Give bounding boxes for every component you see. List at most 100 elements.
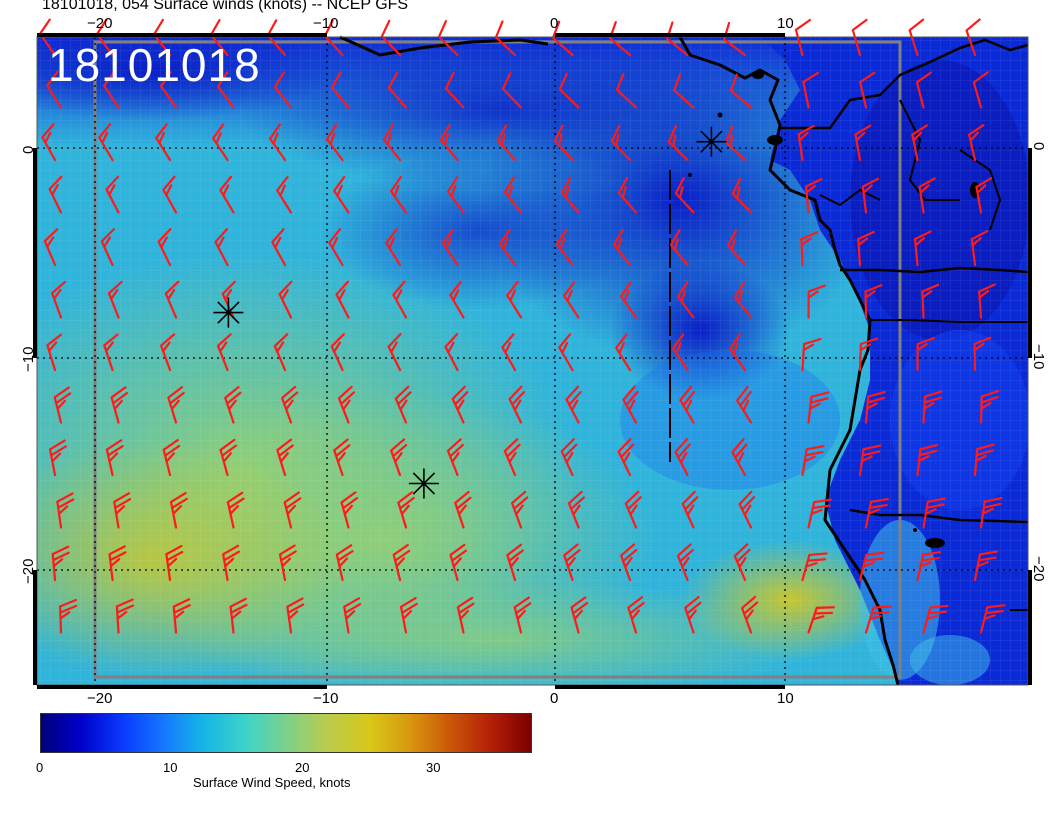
wind-barb [807,606,835,634]
wind-barb [674,438,691,477]
wind-barb [567,490,585,529]
wind-barb [268,123,287,162]
wind-barb [733,543,751,582]
wind-barb [681,490,699,529]
wind-barb [612,228,632,267]
wind-barb [212,123,229,162]
wind-barb [864,605,892,634]
wind-barb [800,231,819,267]
wind-barb [794,18,812,57]
wind-barb [155,123,172,162]
wind-barb [503,176,523,214]
wind-barb [560,438,578,477]
wind-barb [394,385,412,424]
wind-barb [922,604,949,634]
wind-barb [162,438,181,477]
wind-barb [851,18,868,57]
x-tick-top-1: −20 [87,15,112,32]
wind-barb [103,333,119,372]
wind-barb [333,438,351,477]
wind-barb [624,490,642,529]
wind-barb [162,175,178,214]
wind-barb [617,438,635,477]
wind-barb [674,176,695,214]
wind-barb [496,124,517,162]
x-tick-bottom-1: −20 [87,690,112,707]
wind-barb [563,543,581,582]
wind-barb [226,491,245,529]
map-title: 18101018, 054 Surface winds (knots) -- N… [42,0,409,13]
wind-barb [979,496,1003,529]
wind-barb [858,444,882,477]
x-tick-bottom-2: −10 [313,690,338,707]
wind-barb [506,280,523,319]
wind-barb [444,333,459,372]
wind-barb [115,598,134,634]
wind-barb [864,390,886,424]
wind-barb [669,229,689,267]
wind-barb [281,385,299,424]
wind-barb [397,491,415,529]
wind-barb [337,385,355,424]
wind-barb [672,73,695,109]
wind-barb [58,598,78,634]
x-tick-top-4: 10 [777,15,794,32]
wind-barb [915,71,933,109]
wind-barb [152,18,172,57]
wind-barb [911,124,928,162]
wind-barb [728,333,747,372]
wind-barb [804,178,823,214]
wind-barb [503,438,521,477]
wind-barb [970,230,989,267]
wind-barbs [38,18,1006,634]
wind-barb [222,544,241,582]
wind-barb [451,385,469,424]
wind-barb [672,333,689,372]
wind-barb [343,597,362,634]
wind-barb [610,124,632,162]
wind-barb [975,177,993,214]
colorbar [40,713,532,753]
colorbar-tick-10: 10 [163,760,178,775]
wind-barb [501,72,523,109]
wind-barb [858,337,879,372]
wind-barb [276,175,293,214]
wind-barb [53,386,72,424]
wind-barb [676,281,695,319]
wind-barb [807,284,826,319]
wind-barb [801,552,828,582]
wind-barb [922,390,943,424]
wind-barb [169,491,188,529]
y-tick-right-3: −20 [1030,556,1047,581]
wind-barb [107,280,123,319]
wind-barb [916,337,935,372]
marker-west [213,297,244,328]
wind-barb [511,490,529,529]
wind-barb [570,596,589,634]
wind-barb [857,230,875,267]
wind-barb [271,228,287,267]
wind-barb [159,71,178,109]
wind-barb [266,19,287,57]
wind-barb [908,18,925,57]
wind-barb [437,20,459,57]
wind-barb [733,281,753,319]
wind-barb [801,337,822,372]
wind-barb [43,228,59,267]
wind-barb [553,124,574,162]
x-tick-bottom-4: 10 [777,690,794,707]
wind-barb [724,125,747,162]
wind-barb [387,71,408,109]
wind-barb [731,438,748,477]
wind-barb [165,544,184,582]
wind-barb [973,336,992,372]
wind-barb [551,20,574,57]
wind-barb [98,123,114,162]
wind-barb [797,124,815,162]
wind-barb [108,545,127,582]
wind-barb [103,70,120,109]
wind-barb [439,124,459,162]
wind-barb [965,18,981,57]
wind-barb [51,280,67,319]
wind-barb [283,491,302,529]
